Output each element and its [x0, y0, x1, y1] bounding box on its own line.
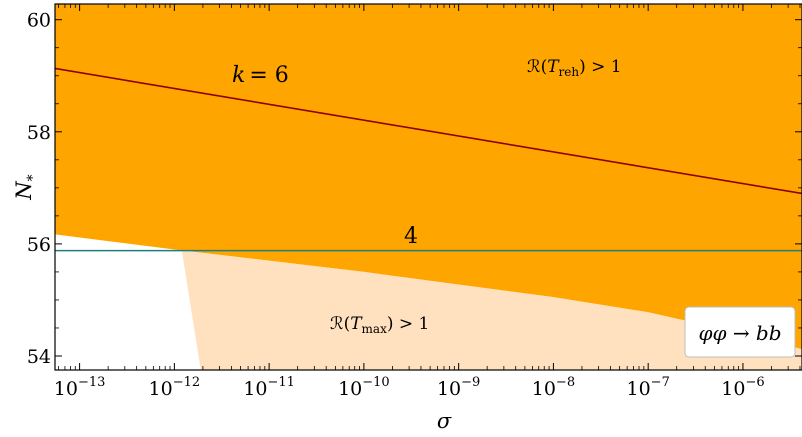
series-line-0	[55, 67, 802, 195]
region-treh	[55, 4, 802, 350]
legend-box-frame	[684, 306, 796, 358]
y-tick-label: 56	[27, 234, 51, 256]
x-tick-label: 10−11	[243, 375, 295, 400]
y-axis-title: N*	[12, 174, 41, 200]
legend-box: φφ → bb	[684, 306, 796, 358]
series	[55, 67, 802, 252]
tmax-region-label: ℛ(Tmax) > 1	[330, 314, 429, 336]
x-tick-label: 10−10	[338, 375, 390, 400]
k6-label: k = 6	[232, 63, 289, 88]
plot-frame	[54, 3, 802, 371]
treh-region-label: ℛ(Treh) > 1	[527, 57, 622, 79]
regions	[55, 4, 802, 370]
y-tick-label: 58	[27, 122, 51, 144]
x-tick-label: 10−9	[437, 375, 480, 400]
x-tick-label: 10−7	[626, 375, 669, 400]
region-tmax	[181, 250, 802, 370]
y-tick-label: 54	[27, 346, 51, 368]
x-tick-label: 10−6	[721, 375, 764, 400]
x-tick-label: 10−13	[54, 375, 106, 400]
ticks: 10−13 10−12 10−11 10−10 10−9 10−8 10−7 10−6 54 56…	[27, 4, 802, 400]
legend-box-text: φφ → bb	[698, 321, 781, 345]
x-axis-title: σ	[437, 409, 452, 433]
y-tick-label: 60	[27, 10, 51, 32]
k4-label: 4	[404, 224, 418, 249]
x-tick-label: 10−12	[149, 375, 201, 400]
x-tick-label: 10−8	[532, 375, 575, 400]
